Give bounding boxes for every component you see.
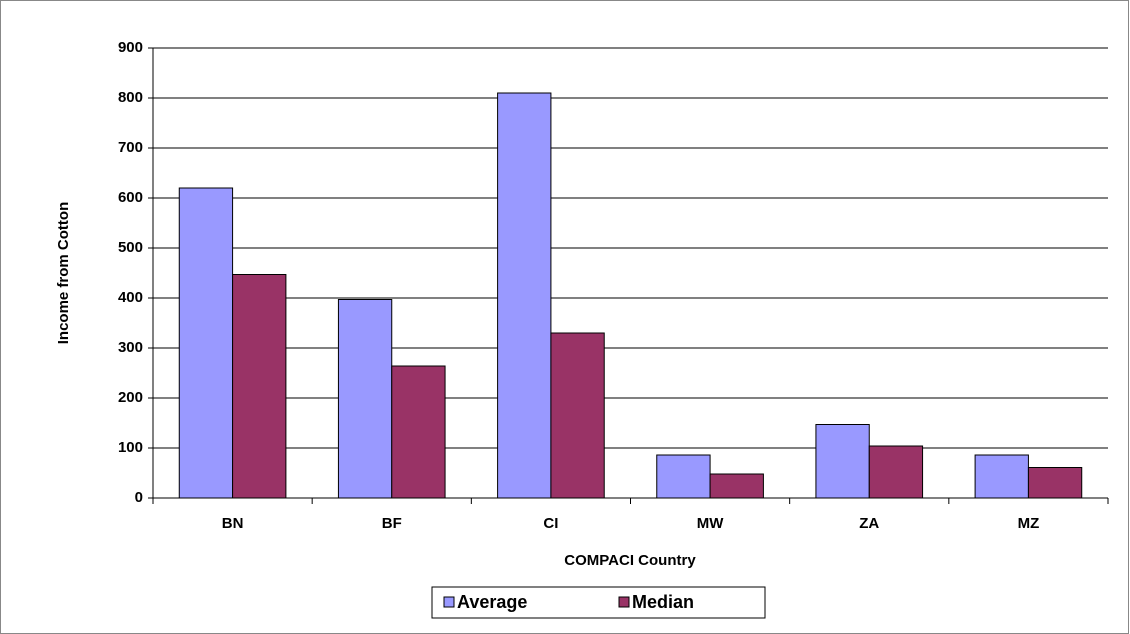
y-tick-label: 500 <box>118 239 143 256</box>
legend-swatch <box>443 596 455 608</box>
bar <box>709 473 764 499</box>
bar <box>178 187 234 499</box>
x-tick-label: BN <box>222 515 244 532</box>
bar <box>1027 467 1083 499</box>
y-tick-label: 100 <box>118 439 143 456</box>
legend-label: Average <box>457 592 527 612</box>
y-tick-label: 600 <box>118 189 143 206</box>
y-tick-label: 800 <box>118 89 143 106</box>
bar <box>497 92 552 499</box>
x-tick-label: MZ <box>1018 515 1040 532</box>
bar <box>974 454 1029 499</box>
y-tick-label: 400 <box>118 289 143 306</box>
y-tick-label: 900 <box>118 39 143 56</box>
y-tick-label: 200 <box>118 389 143 406</box>
bar <box>815 424 870 499</box>
x-axis-title: COMPACI Country <box>564 552 696 569</box>
bar <box>391 365 446 499</box>
bar <box>868 445 924 499</box>
y-tick-label: 0 <box>135 489 143 506</box>
bar <box>550 332 605 499</box>
legend-label: Median <box>632 592 694 612</box>
bar <box>337 299 393 499</box>
y-axis-title: Income from Cotton <box>55 202 72 345</box>
y-tick-label: 300 <box>118 339 143 356</box>
x-tick-label: CI <box>543 515 558 532</box>
legend-swatch <box>618 596 630 608</box>
bar <box>232 274 287 499</box>
x-tick-label: ZA <box>859 515 879 532</box>
x-tick-label: BF <box>382 515 402 532</box>
y-tick-label: 700 <box>118 139 143 156</box>
bar <box>656 454 711 499</box>
x-tick-label: MW <box>697 515 724 532</box>
legend-box <box>431 586 766 619</box>
